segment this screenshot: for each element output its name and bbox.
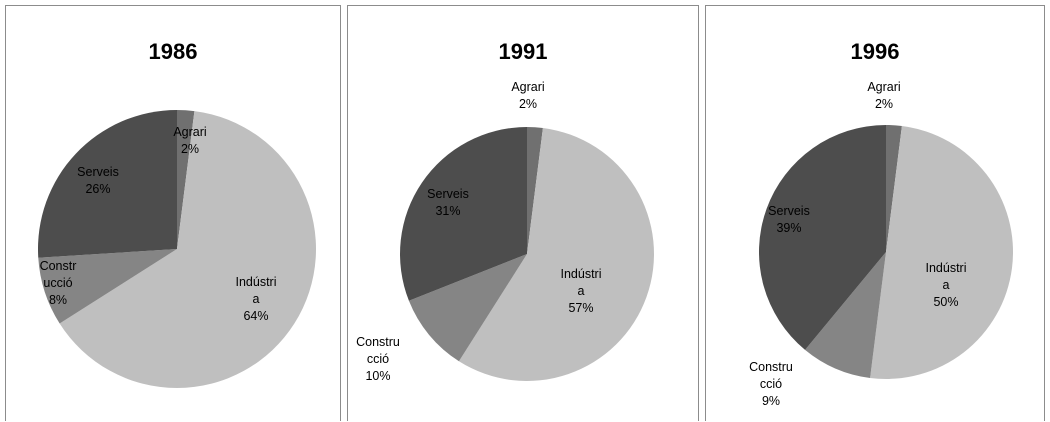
chart-title-1996: 1996 xyxy=(850,39,900,64)
data-label-line: a xyxy=(943,278,950,292)
pie-slice-serveis xyxy=(37,109,178,258)
chart-panel-1986: 1986 Agrari 2% Indústri a 64% Constr ucció 8% Se… xyxy=(5,5,341,421)
pie-slice-serveis xyxy=(400,127,527,301)
data-label-line: 2% xyxy=(875,97,893,111)
data-label-industria: Indústri a 50% xyxy=(926,261,967,309)
data-label-line: Serveis xyxy=(77,165,119,179)
data-label-line: Serveis xyxy=(427,187,469,201)
data-label-line: 9% xyxy=(762,394,780,408)
pie-slice-construccio xyxy=(805,252,886,378)
data-label-line: 10% xyxy=(365,369,390,383)
data-label-serveis: Serveis 31% xyxy=(427,187,469,218)
data-label-line: Agrari xyxy=(511,80,544,94)
pie-slice-industria xyxy=(870,126,1014,380)
data-label-line: Constru xyxy=(749,360,793,374)
data-label-line: Serveis xyxy=(768,204,810,218)
chart-title-1991: 1991 xyxy=(498,39,548,64)
pie-chart-1991: Agrari 2% Indústri a 57% Constru cció 10% Servei… xyxy=(356,80,654,383)
data-label-line: Constr xyxy=(40,259,77,273)
pie-slice-agrari xyxy=(527,127,543,254)
data-label-serveis: Serveis 26% xyxy=(77,165,119,196)
data-label-line: a xyxy=(578,284,585,298)
pie-slice-industria xyxy=(458,128,654,381)
data-label-line: ucció xyxy=(43,276,72,290)
data-label-line: Indústri xyxy=(561,267,602,281)
data-label-construccio: Constru cció 9% xyxy=(749,360,793,408)
pie-chart-1996: Agrari 2% Indústri a 50% Constru cció 9% Serveis… xyxy=(749,80,1014,408)
data-label-line: a xyxy=(253,292,260,306)
pie-chart-1986: Agrari 2% Indústri a 64% Constr ucció 8% Serveis… xyxy=(37,109,317,389)
data-label-line: cció xyxy=(367,352,389,366)
pie-slice-agrari xyxy=(886,125,902,252)
data-label-serveis: Serveis 39% xyxy=(768,204,810,235)
data-label-agrari: Agrari 2% xyxy=(511,80,544,111)
data-label-line: 26% xyxy=(85,182,110,196)
data-label-line: Indústri xyxy=(926,261,967,275)
pie-slice-construccio xyxy=(408,254,527,362)
data-label-line: 57% xyxy=(568,301,593,315)
data-label-line: 39% xyxy=(776,221,801,235)
pie-slice-industria xyxy=(59,111,317,389)
data-label-line: 50% xyxy=(933,295,958,309)
data-label-agrari: Agrari 2% xyxy=(867,80,900,111)
chart-title-1986: 1986 xyxy=(148,39,198,64)
data-label-line: 2% xyxy=(181,142,199,156)
data-label-construccio: Constru cció 10% xyxy=(356,335,400,383)
data-label-agrari: Agrari 2% xyxy=(173,125,206,156)
data-label-industria: Indústri a 64% xyxy=(236,275,277,323)
chart-panel-1991: 1991 Agrari 2% Indústri a 57% Constru cció 10% S… xyxy=(347,5,699,421)
pie-slice-agrari xyxy=(177,110,195,249)
data-label-line: 31% xyxy=(435,204,460,218)
data-label-line: Agrari xyxy=(867,80,900,94)
pie-slice-construccio xyxy=(38,249,177,324)
data-label-line: 64% xyxy=(243,309,268,323)
data-label-line: cció xyxy=(760,377,782,391)
data-label-line: Indústri xyxy=(236,275,277,289)
data-label-line: 2% xyxy=(519,97,537,111)
pie-slice-serveis xyxy=(758,125,886,350)
chart-panel-1996: 1996 Agrari 2% Indústri a 50% Constru cció 9% Se… xyxy=(705,5,1045,421)
data-label-line: Constru xyxy=(356,335,400,349)
data-label-construccio: Constr ucció 8% xyxy=(40,259,77,307)
data-label-line: Agrari xyxy=(173,125,206,139)
data-label-line: 8% xyxy=(49,293,67,307)
data-label-industria: Indústri a 57% xyxy=(561,267,602,315)
